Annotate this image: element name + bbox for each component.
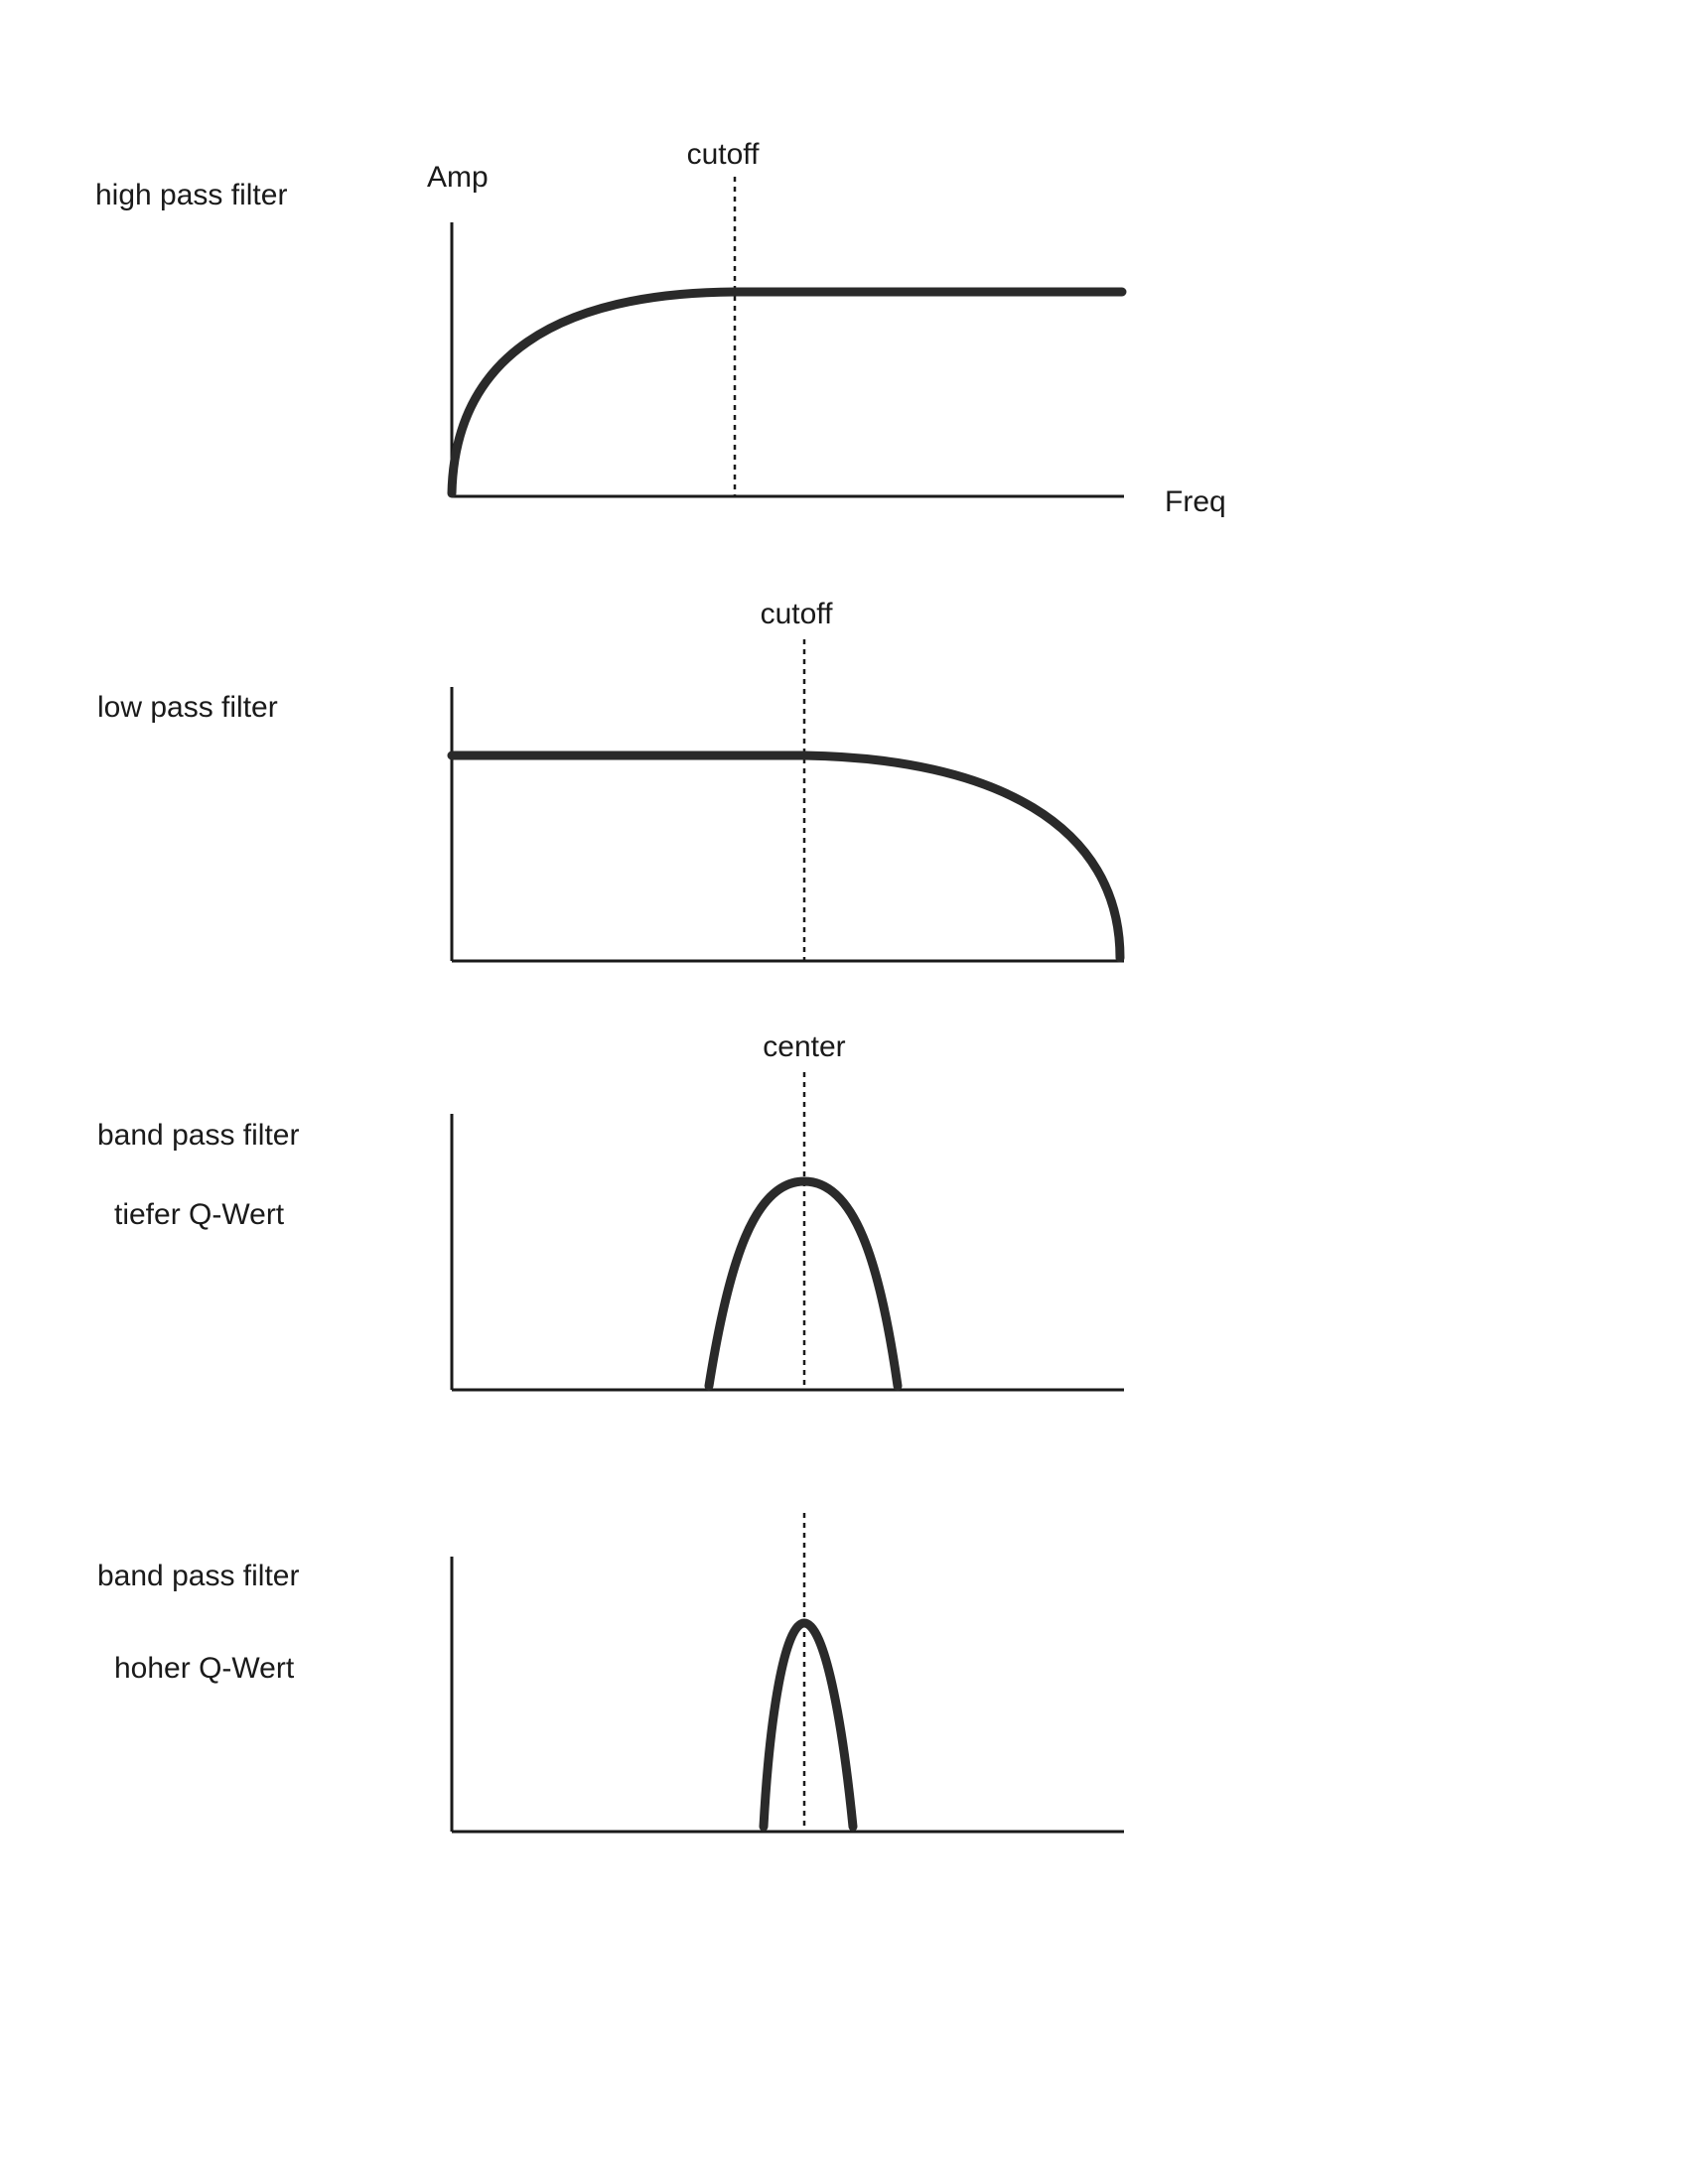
panel-label: low pass filter bbox=[97, 691, 278, 724]
x-axis-label: Freq bbox=[1165, 485, 1226, 518]
bandpass-wide-response-curve bbox=[704, 1176, 903, 1391]
panel-bandpass-low-q: band pass filter tiefer Q-Wert center bbox=[97, 1030, 1124, 1392]
bandpass-narrow-response-curve bbox=[759, 1618, 858, 1832]
panel-label: band pass filter bbox=[97, 1560, 299, 1592]
panel-lowpass: low pass filter cutoff bbox=[97, 598, 1125, 963]
panel-bandpass-high-q: band pass filter hoher Q-Wert bbox=[97, 1513, 1124, 1834]
cutoff-label: cutoff bbox=[761, 598, 833, 630]
panel-label: high pass filter bbox=[95, 179, 287, 211]
y-axis-label: Amp bbox=[427, 161, 489, 194]
lowpass-response-curve bbox=[447, 751, 1125, 963]
panel-sublabel: hoher Q-Wert bbox=[114, 1652, 295, 1685]
panel-sublabel: tiefer Q-Wert bbox=[114, 1198, 285, 1231]
cutoff-label: cutoff bbox=[687, 138, 760, 171]
center-label: center bbox=[763, 1030, 845, 1063]
panel-label: band pass filter bbox=[97, 1119, 299, 1152]
highpass-response-curve bbox=[447, 287, 1127, 498]
panel-highpass: high pass filter Amp cutoff Freq bbox=[95, 138, 1226, 518]
